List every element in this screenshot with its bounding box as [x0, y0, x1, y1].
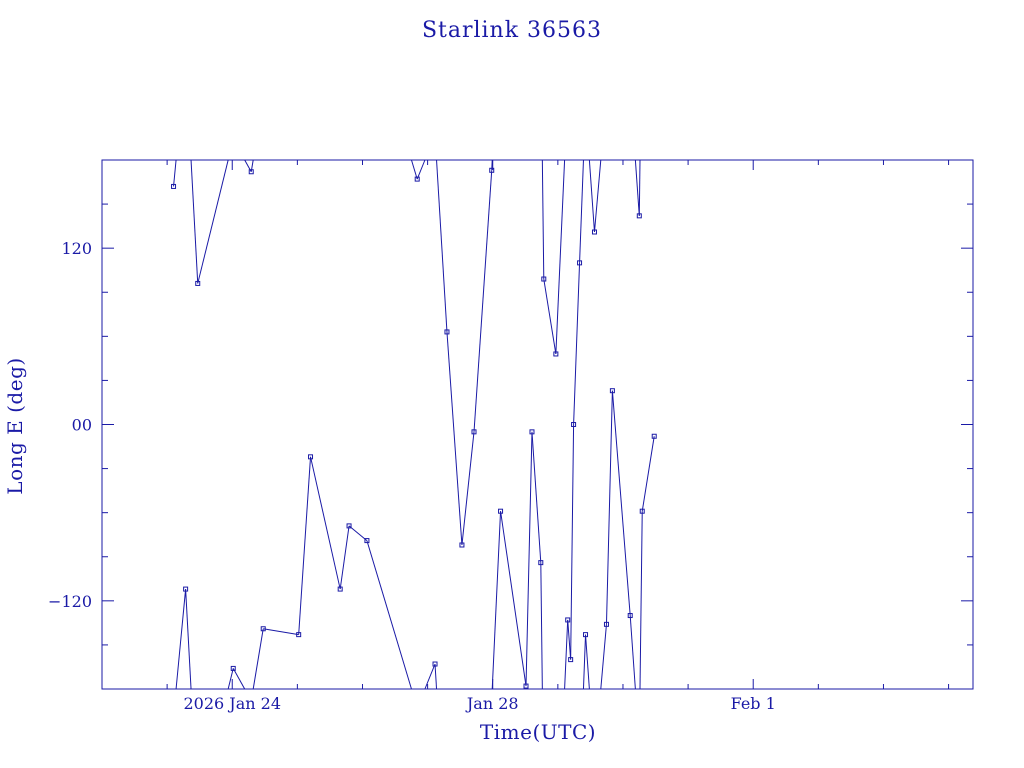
data-point: [565, 617, 571, 623]
series-layer: [171, 159, 657, 690]
data-point: [627, 613, 633, 619]
series-segment: [348, 525, 368, 541]
data-point: [444, 329, 450, 335]
data-point: [591, 229, 597, 235]
series-segment: [173, 159, 177, 187]
series-segment: [564, 619, 569, 690]
series-segment: [582, 634, 587, 690]
series-segment: [570, 424, 575, 660]
series-segment: [310, 456, 341, 590]
data-point: [639, 508, 645, 514]
data-point: [346, 523, 352, 529]
series-segment: [579, 159, 584, 263]
data-point: [603, 621, 609, 627]
data-point: [636, 213, 642, 219]
data-point: [609, 388, 615, 394]
data-point: [195, 280, 201, 286]
data-point: [230, 665, 236, 671]
data-point: [183, 586, 189, 592]
data-point: [577, 260, 583, 266]
series-segment: [416, 159, 426, 180]
series-segment: [531, 431, 542, 563]
x-tick-label: Jan 28: [465, 694, 519, 713]
data-point: [568, 657, 574, 663]
series-segment: [555, 159, 566, 354]
series-segment: [540, 562, 543, 690]
series-segment: [410, 159, 418, 180]
series-segment: [232, 668, 246, 690]
series-segment: [424, 663, 436, 690]
series-segment: [541, 159, 545, 280]
data-point: [414, 176, 420, 182]
data-point: [523, 683, 529, 689]
y-axis-title: Long E (deg): [3, 357, 27, 494]
series-segment: [434, 663, 438, 690]
y-tick-label: −120: [48, 592, 92, 611]
series-segment: [611, 390, 631, 616]
data-point: [571, 422, 577, 427]
data-point: [583, 632, 589, 638]
data-point: [541, 276, 547, 282]
data-point: [364, 538, 370, 544]
series-segment: [252, 628, 264, 690]
data-point: [529, 429, 535, 435]
series-segment: [500, 511, 527, 687]
series-segment: [525, 431, 533, 687]
series-segment: [366, 540, 412, 690]
series-segment: [185, 589, 192, 690]
data-point: [432, 661, 438, 667]
y-tick-label: 120: [61, 239, 92, 258]
series-segment: [593, 159, 602, 233]
series-segment: [634, 159, 640, 216]
series-segment: [638, 159, 641, 216]
y-tick-label: 00: [72, 416, 92, 435]
series-segment: [227, 668, 234, 690]
series-segment: [473, 170, 493, 432]
data-point: [308, 454, 314, 460]
series-segment: [600, 624, 607, 690]
x-axis-title: Time(UTC): [480, 720, 596, 744]
series-segment: [446, 331, 463, 546]
series-segment: [298, 456, 312, 635]
series-segment: [461, 431, 475, 546]
series-segment: [588, 159, 595, 233]
data-point: [260, 626, 266, 632]
series-segment: [567, 619, 572, 660]
data-point: [171, 183, 177, 189]
data-point: [553, 351, 559, 357]
data-point: [248, 169, 254, 175]
series-segment: [543, 278, 557, 355]
series-segment: [175, 589, 187, 690]
series-segment: [436, 159, 448, 332]
data-point: [651, 433, 657, 439]
series-segment: [629, 615, 636, 690]
x-tick-label: 2026 Jan 24: [183, 694, 281, 713]
data-point: [489, 167, 495, 173]
chart-title: Starlink 36563: [422, 18, 602, 43]
data-point: [538, 560, 544, 566]
series-segment: [585, 634, 590, 690]
series-segment: [491, 511, 502, 690]
data-point: [498, 508, 504, 514]
series-segment: [639, 511, 643, 690]
data-point: [296, 632, 302, 638]
series-segment: [263, 628, 299, 636]
x-tick-label: Feb 1: [731, 694, 776, 713]
series-segment: [573, 262, 581, 425]
tick-labels: 2026 Jan 24 Jan 28 Feb 1 120 00 −120: [48, 239, 776, 713]
series-segment: [197, 159, 229, 284]
data-point: [459, 542, 465, 548]
series-segment: [605, 390, 613, 625]
data-point: [337, 586, 343, 592]
data-point: [471, 429, 477, 435]
series-segment: [339, 525, 350, 590]
series-segment: [190, 159, 199, 284]
series-segment: [641, 436, 655, 512]
series-line: [171, 159, 657, 690]
